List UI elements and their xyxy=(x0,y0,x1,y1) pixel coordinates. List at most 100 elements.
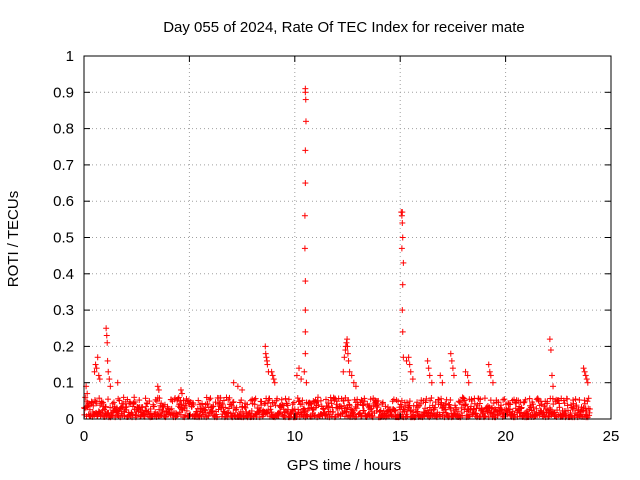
data-point xyxy=(548,372,555,379)
data-point xyxy=(142,395,149,402)
data-point xyxy=(295,406,302,413)
data-point xyxy=(361,398,368,405)
data-point xyxy=(439,379,446,386)
data-point xyxy=(207,395,214,402)
x-axis-label: GPS time / hours xyxy=(287,457,401,474)
data-point xyxy=(299,397,306,404)
plot-frame xyxy=(83,55,612,420)
data-point xyxy=(581,368,588,375)
y-tick-label: 0.6 xyxy=(53,193,74,210)
data-point xyxy=(583,376,590,383)
data-point xyxy=(376,408,383,415)
data-point xyxy=(96,409,103,416)
y-tick-label: 0 xyxy=(66,411,74,428)
data-point xyxy=(296,398,303,405)
data-point xyxy=(272,402,279,409)
data-point xyxy=(173,413,180,420)
data-point xyxy=(458,404,465,411)
data-point xyxy=(564,395,571,402)
data-point xyxy=(584,379,591,386)
data-point xyxy=(238,397,245,404)
data-point xyxy=(146,398,153,405)
data-point xyxy=(183,402,190,409)
data-point xyxy=(462,368,469,375)
data-point xyxy=(471,400,478,407)
data-point xyxy=(106,376,113,383)
data-point xyxy=(470,406,477,413)
data-point xyxy=(278,396,285,403)
data-point xyxy=(296,365,303,372)
data-point xyxy=(156,395,163,402)
data-point xyxy=(346,368,353,375)
data-point xyxy=(528,407,535,414)
y-tick-label: 0.2 xyxy=(53,338,74,355)
chart-title: Day 055 of 2024, Rate Of TEC Index for r… xyxy=(163,19,525,36)
data-point xyxy=(474,401,481,408)
data-point xyxy=(572,396,579,403)
data-point xyxy=(465,379,472,386)
x-tick-label: 20 xyxy=(497,428,514,445)
x-tick-label: 10 xyxy=(286,428,303,445)
data-point xyxy=(328,400,335,407)
data-point xyxy=(271,379,278,386)
data-point xyxy=(252,395,259,402)
data-point xyxy=(399,219,406,226)
data-point xyxy=(195,397,202,404)
data-point xyxy=(110,399,117,406)
data-point xyxy=(96,376,103,383)
x-tick-label: 15 xyxy=(392,428,409,445)
data-point xyxy=(301,212,308,219)
data-point xyxy=(399,209,406,216)
data-point xyxy=(262,343,269,350)
data-point xyxy=(220,397,227,404)
data-point xyxy=(302,350,309,357)
data-point xyxy=(550,383,557,390)
data-point xyxy=(107,383,114,390)
y-tick-label: 0.9 xyxy=(53,84,74,101)
data-point xyxy=(116,397,123,404)
data-point xyxy=(445,401,452,408)
data-point xyxy=(464,372,471,379)
data-point xyxy=(301,368,308,375)
data-point xyxy=(379,399,386,406)
data-point xyxy=(500,396,507,403)
data-point xyxy=(399,307,406,314)
data-point xyxy=(289,406,296,413)
data-point xyxy=(526,395,533,402)
data-point xyxy=(121,413,128,420)
data-point xyxy=(95,372,102,379)
data-point xyxy=(263,354,270,361)
data-point xyxy=(247,397,254,404)
data-point xyxy=(302,180,309,187)
data-point xyxy=(409,376,416,383)
data-point xyxy=(407,368,414,375)
data-point xyxy=(414,399,421,406)
data-point xyxy=(459,412,466,419)
data-point xyxy=(183,407,190,414)
data-point xyxy=(580,365,587,372)
data-point xyxy=(344,350,351,357)
data-point xyxy=(549,395,556,402)
data-point xyxy=(584,398,591,405)
data-point xyxy=(344,336,351,343)
data-point xyxy=(262,350,269,357)
data-point xyxy=(343,339,350,346)
data-point xyxy=(511,396,518,403)
data-point xyxy=(382,403,389,410)
data-point xyxy=(264,400,271,407)
data-point xyxy=(398,245,405,252)
data-point xyxy=(428,395,435,402)
data-point xyxy=(234,383,241,390)
data-point xyxy=(442,400,449,407)
data-point xyxy=(391,407,398,414)
data-point xyxy=(103,325,110,332)
data-point xyxy=(487,410,494,417)
data-point xyxy=(302,278,309,285)
data-point xyxy=(535,397,542,404)
data-point xyxy=(428,379,435,386)
data-point xyxy=(233,404,240,411)
data-point xyxy=(90,402,97,409)
data-point xyxy=(345,397,352,404)
data-point xyxy=(294,395,301,402)
data-point xyxy=(322,396,329,403)
